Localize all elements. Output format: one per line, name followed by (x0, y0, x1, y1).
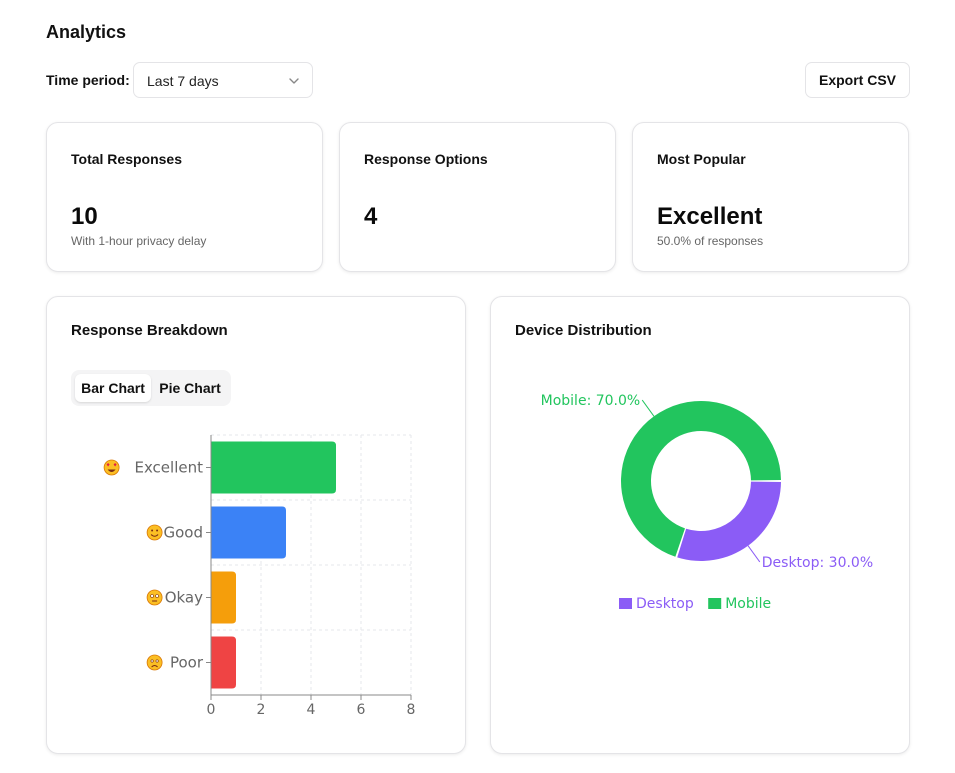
stat-subtext: With 1-hour privacy delay (71, 234, 207, 248)
donut-chart: Mobile: 70.0% Desktop: 30.0% Desktop Mobile (541, 393, 874, 612)
stat-value: Excellent (657, 203, 763, 230)
slice-desktop (677, 481, 781, 561)
stat-title: Total Responses (71, 151, 182, 167)
chart-type-tabs: Bar Chart Pie Chart (71, 370, 231, 406)
legend-label-desktop: Desktop (636, 596, 694, 612)
total-responses-card: Total Responses 10 With 1-hour privacy d… (46, 122, 323, 272)
response-breakdown-card: Response Breakdown Bar Chart Pie Chart E… (46, 296, 466, 754)
legend-label-mobile: Mobile (725, 596, 771, 612)
stat-title: Response Options (364, 151, 488, 167)
most-popular-card: Most Popular Excellent 50.0% of response… (632, 122, 909, 272)
stat-value: 4 (364, 203, 378, 230)
x-tick-label: 4 (307, 702, 316, 718)
chart-title: Response Breakdown (71, 322, 228, 339)
chart-title: Device Distribution (515, 322, 652, 339)
y-tick-label: Excellent (134, 459, 203, 477)
slice-label-desktop: Desktop: 30.0% (762, 555, 873, 571)
bar-poor (211, 636, 236, 689)
bar-okay (211, 571, 236, 624)
flushed-emoji-icon (146, 589, 163, 606)
stat-title: Most Popular (657, 151, 746, 167)
legend-swatch-desktop (619, 598, 632, 609)
slice-mobile (621, 401, 781, 557)
device-distribution-card: Device Distribution Mobile: 70.0% Desktop… (490, 296, 910, 754)
stat-subtext: 50.0% of responses (657, 234, 764, 248)
y-tick-label: Okay (165, 589, 203, 607)
x-tick-label: 8 (407, 702, 416, 718)
worried-emoji-icon (146, 654, 163, 671)
page-title: Analytics (46, 22, 127, 42)
legend-swatch-mobile (708, 598, 722, 609)
time-period-select[interactable]: Last 7 days (133, 62, 313, 98)
x-tick-label: 6 (357, 702, 366, 718)
response-options-card: Response Options 4 (339, 122, 616, 272)
export-csv-button[interactable]: Export CSV (805, 62, 910, 98)
time-period-value: Last 7 days (147, 73, 219, 89)
tab-pie-chart[interactable]: Pie Chart (159, 380, 221, 396)
smiling-emoji-icon (146, 524, 163, 541)
time-period-label: Time period: (46, 72, 130, 88)
label-leader-line (641, 399, 655, 417)
chevron-down-icon (289, 78, 299, 84)
stat-value: 10 (71, 203, 98, 230)
heart-eyes-emoji-icon (103, 459, 120, 476)
y-tick-label: Good (164, 524, 204, 542)
bar-chart: Excellent Good Okay Poor 0 2 4 6 8 (103, 434, 416, 718)
slice-label-mobile: Mobile: 70.0% (541, 393, 641, 409)
bar-excellent (211, 441, 336, 494)
y-tick-label: Poor (170, 654, 204, 672)
x-tick-label: 0 (207, 702, 216, 718)
toolbar: Time period: Last 7 days Export CSV (46, 62, 910, 98)
tab-bar-chart[interactable]: Bar Chart (75, 374, 151, 402)
bar-good (211, 506, 286, 559)
label-leader-line (747, 545, 761, 563)
x-tick-label: 2 (257, 702, 266, 718)
